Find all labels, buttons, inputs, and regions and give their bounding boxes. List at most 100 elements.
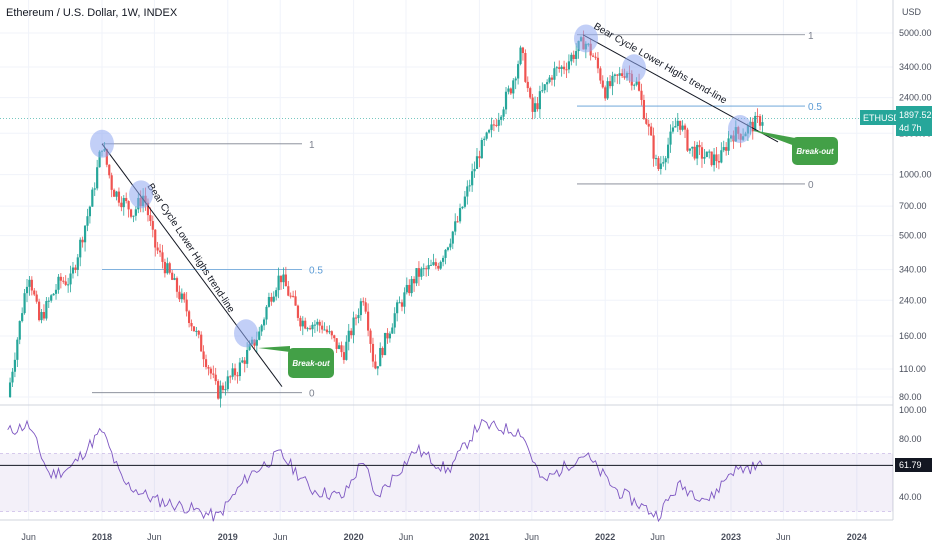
candle-body <box>166 263 169 274</box>
fibonacci-lines: 1 0.5 0 1 0.5 0 <box>92 31 822 400</box>
highlight-circle <box>574 24 598 53</box>
candle-body <box>758 116 762 126</box>
time-tick-label: 2021 <box>469 532 489 542</box>
candle-body <box>618 73 621 76</box>
candle-body <box>662 162 665 164</box>
candle-body <box>415 268 418 284</box>
candle-body <box>340 345 343 353</box>
candle-body <box>388 333 391 339</box>
price-tick-label: 1000.00 <box>899 170 932 180</box>
symbol-tag-label: ETHUSD <box>863 113 901 123</box>
candle-body <box>420 268 423 277</box>
candle-body <box>112 189 116 197</box>
candle-body <box>42 311 46 319</box>
candle-body <box>696 144 699 159</box>
candle-body <box>367 311 370 331</box>
time-tick-label: Jun <box>273 532 288 542</box>
candle-body <box>391 327 394 334</box>
candle-body <box>178 291 181 300</box>
candle-body <box>475 156 479 169</box>
candle-body <box>650 126 653 136</box>
candle-body <box>357 315 360 319</box>
candle-body <box>209 368 212 374</box>
time-axis: Jun 2018 Jun 2019 Jun 2020 Jun 2021 Jun 2022 Jun 20… <box>21 532 866 542</box>
candle-body <box>151 221 154 230</box>
candle-body <box>83 225 87 243</box>
candle-body <box>693 146 696 159</box>
candle-body <box>354 317 358 319</box>
candle-body <box>686 129 689 151</box>
breakout-box-1 <box>288 348 334 378</box>
candle-body <box>279 275 283 283</box>
candle-body <box>168 263 171 273</box>
candle-body <box>604 87 607 99</box>
candle-body <box>596 57 600 69</box>
candle-body <box>417 268 421 277</box>
candle-body <box>683 125 687 130</box>
fib2-label-fib2_level_0: 0 <box>808 180 814 191</box>
candle-body <box>700 147 704 159</box>
rsi-tag-value: 61.79 <box>899 460 922 470</box>
candle-body <box>270 297 273 302</box>
fib2-label-fib2_level_05: 0.5 <box>808 102 822 113</box>
highlight-circle <box>622 54 646 83</box>
candle-body <box>13 359 17 372</box>
candle-body <box>642 99 646 119</box>
candle-body <box>79 239 82 258</box>
candle-body <box>633 84 636 86</box>
candle-body <box>248 344 251 350</box>
candle-body <box>519 47 522 65</box>
candle-body <box>62 280 65 282</box>
candle-body <box>342 352 346 360</box>
candle-body <box>275 290 278 297</box>
candle-body <box>40 311 43 321</box>
candle-body <box>403 292 406 307</box>
candle-body <box>432 262 435 265</box>
candle-body <box>28 279 31 287</box>
breakout-callouts: Break-out Break-out <box>258 130 838 378</box>
candle-body <box>376 366 379 369</box>
price-tick-label: 80.00 <box>899 392 922 402</box>
candle-body <box>599 68 602 81</box>
candle-body <box>350 330 353 336</box>
candle-body <box>81 239 84 243</box>
candle-body <box>282 274 285 283</box>
candle-body <box>553 68 556 80</box>
candle-body <box>473 168 476 172</box>
candle-body <box>267 297 271 307</box>
time-tick-label: 2020 <box>344 532 364 542</box>
candle-body <box>38 301 41 321</box>
candle-body <box>127 201 130 210</box>
candle-body <box>347 330 350 342</box>
price-tick-label: 240.00 <box>899 295 927 305</box>
candle-body <box>679 120 682 130</box>
candle-body <box>504 91 508 110</box>
candle-body <box>243 360 246 364</box>
candle-body <box>255 339 258 346</box>
candle-body <box>197 330 200 335</box>
candle-body <box>371 343 375 362</box>
candle-body <box>16 339 19 360</box>
candle-body <box>492 124 496 126</box>
candle-body <box>313 324 316 326</box>
candle-body <box>659 163 662 170</box>
time-tick-label: 2018 <box>92 532 112 542</box>
candle-body <box>712 154 716 166</box>
candle-body <box>379 347 382 367</box>
candle-body <box>621 73 624 77</box>
candle-body <box>308 328 312 330</box>
candle-body <box>18 321 21 340</box>
candle-body <box>529 88 532 98</box>
candle-body <box>132 215 135 217</box>
breakout-box-2 <box>792 137 838 165</box>
fib1-label-fib1_level_05: 0.5 <box>309 266 323 277</box>
rsi-tick-label: 40.00 <box>899 492 922 502</box>
candle-body <box>536 103 539 110</box>
candle-body <box>25 286 29 294</box>
candle-body <box>461 206 464 209</box>
candle-body <box>405 284 408 293</box>
candle-body <box>761 122 764 126</box>
candle-body <box>149 215 152 222</box>
